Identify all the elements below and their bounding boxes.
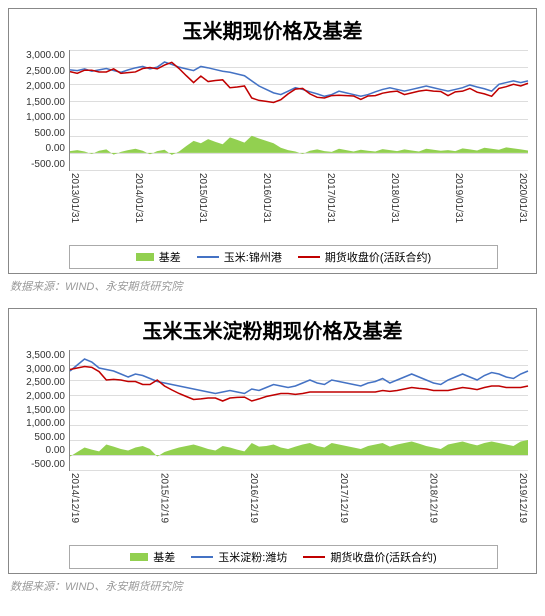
- y-tick-label: 0.00: [17, 143, 65, 154]
- x-axis: 2014/12/19 2015/12/19 2016/12/19 2017/12/19…: [69, 471, 528, 541]
- x-tick-label: 2016/12/19: [248, 473, 259, 541]
- series-svg: [70, 350, 528, 470]
- y-axis: 3,000.00 2,500.00 2,000.00 1,500.00 1,000.00…: [17, 50, 69, 170]
- gridline: [70, 170, 528, 171]
- y-tick-label: 3,500.00: [17, 350, 65, 361]
- legend-item: 基差: [136, 249, 181, 265]
- y-tick-label: 500.00: [17, 128, 65, 139]
- legend-label: 基差: [153, 549, 175, 565]
- y-tick-label: 1,000.00: [17, 418, 65, 429]
- y-tick-label: 2,000.00: [17, 81, 65, 92]
- legend: 基差 玉米:锦州港 期货收盘价(活跃合约): [69, 245, 498, 269]
- legend-swatch-line: [303, 556, 325, 558]
- y-tick-label: 2,500.00: [17, 377, 65, 388]
- y-tick-label: 3,000.00: [17, 364, 65, 375]
- legend-swatch-area: [136, 253, 154, 261]
- data-source-label: 数据来源：WIND、永安期货研究院: [10, 278, 537, 294]
- x-tick-label: 2019/01/31: [453, 173, 464, 241]
- chart-corn-spot-futures-basis: 玉米期现价格及基差 3,000.00 2,500.00 2,000.00 1,500.…: [8, 8, 537, 274]
- legend-item: 玉米淀粉:潍坊: [191, 549, 287, 565]
- plot-wrap: 3,500.00 3,000.00 2,500.00 2,000.00 1,500.00…: [17, 350, 528, 569]
- x-axis: 2013/01/31 2014/01/31 2015/01/31 2016/01/31…: [69, 171, 528, 241]
- x-tick-label: 2018/12/19: [427, 473, 438, 541]
- x-tick-label: 2016/01/31: [261, 173, 272, 241]
- legend-label: 期货收盘价(活跃合约): [325, 249, 431, 265]
- series-basis-area: [70, 440, 528, 457]
- x-tick-label: 2015/12/19: [159, 473, 170, 541]
- chart-title: 玉米期现价格及基差: [17, 15, 528, 44]
- y-tick-label: 0.00: [17, 445, 65, 456]
- plot-area: [69, 350, 528, 471]
- legend-label: 期货收盘价(活跃合约): [330, 549, 436, 565]
- series-svg: [70, 50, 528, 170]
- data-source-label: 数据来源：WIND、永安期货研究院: [10, 578, 537, 594]
- legend-swatch-area: [130, 553, 148, 561]
- chart-title: 玉米玉米淀粉期现价格及基差: [17, 315, 528, 344]
- x-tick-label: 2017/01/31: [325, 173, 336, 241]
- y-tick-label: 500.00: [17, 432, 65, 443]
- y-tick-label: 3,000.00: [17, 50, 65, 61]
- y-tick-label: -500.00: [17, 159, 65, 170]
- legend-item: 基差: [130, 549, 175, 565]
- legend-swatch-line: [191, 556, 213, 558]
- series-futures-line: [70, 62, 528, 102]
- y-tick-label: -500.00: [17, 459, 65, 470]
- legend-label: 玉米:锦州港: [224, 249, 282, 265]
- legend-label: 基差: [159, 249, 181, 265]
- x-tick-label: 2014/01/31: [133, 173, 144, 241]
- legend-swatch-line: [197, 256, 219, 258]
- plot-row: 3,500.00 3,000.00 2,500.00 2,000.00 1,500.00…: [17, 350, 528, 471]
- y-tick-label: 1,500.00: [17, 97, 65, 108]
- x-tick-label: 2019/12/19: [517, 473, 528, 541]
- y-tick-label: 1,000.00: [17, 112, 65, 123]
- x-tick-label: 2020/01/31: [517, 173, 528, 241]
- y-tick-label: 2,000.00: [17, 391, 65, 402]
- legend-item: 玉米:锦州港: [197, 249, 282, 265]
- plot-wrap: 3,000.00 2,500.00 2,000.00 1,500.00 1,000.00…: [17, 50, 528, 269]
- series-basis-area: [70, 136, 528, 155]
- legend-swatch-line: [298, 256, 320, 258]
- plot-row: 3,000.00 2,500.00 2,000.00 1,500.00 1,000.00…: [17, 50, 528, 171]
- gridline: [70, 470, 528, 471]
- legend-label: 玉米淀粉:潍坊: [218, 549, 287, 565]
- x-tick-label: 2014/12/19: [69, 473, 80, 541]
- x-tick-label: 2018/01/31: [389, 173, 400, 241]
- chart-corn-starch-spot-futures-basis: 玉米玉米淀粉期现价格及基差 3,500.00 3,000.00 2,500.00 2,…: [8, 308, 537, 574]
- legend-item: 期货收盘价(活跃合约): [303, 549, 436, 565]
- x-tick-label: 2017/12/19: [338, 473, 349, 541]
- x-tick-label: 2013/01/31: [69, 173, 80, 241]
- y-tick-label: 1,500.00: [17, 405, 65, 416]
- plot-area: [69, 50, 528, 171]
- legend: 基差 玉米淀粉:潍坊 期货收盘价(活跃合约): [69, 545, 498, 569]
- x-tick-label: 2015/01/31: [197, 173, 208, 241]
- y-tick-label: 2,500.00: [17, 66, 65, 77]
- y-axis: 3,500.00 3,000.00 2,500.00 2,000.00 1,500.00…: [17, 350, 69, 470]
- legend-item: 期货收盘价(活跃合约): [298, 249, 431, 265]
